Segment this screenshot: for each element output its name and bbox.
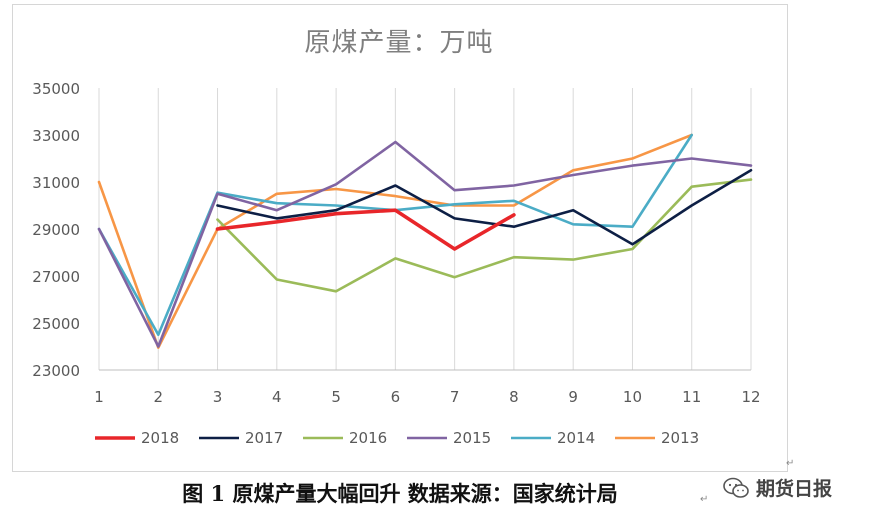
x-tick-label: 12 [741,388,760,406]
y-tick-label: 33000 [32,127,80,145]
series-line-2013 [97,133,693,349]
watermark-text: 期货日报 [756,478,833,500]
y-tick-label: 35000 [32,80,80,98]
x-tick-label: 3 [213,388,223,406]
y-tick-label: 31000 [32,174,80,192]
x-tick-label: 4 [272,388,282,406]
paragraph-mark: ↵ [786,458,795,469]
x-tick-label: 6 [391,388,401,406]
y-tick-label: 23000 [32,362,80,380]
x-tick-label: 8 [509,388,519,406]
legend-label-2016: 2016 [349,429,387,447]
legend-label-2015: 2015 [453,429,491,447]
paragraph-mark: ↵ [700,494,709,505]
x-tick-label: 9 [568,388,578,406]
series-line-2016 [216,178,753,293]
y-tick-label: 25000 [32,315,80,333]
series-line-2015 [97,140,753,348]
chart-title: 原煤产量：万吨 [304,28,494,58]
legend-label-2013: 2013 [661,429,699,447]
x-tick-label: 11 [682,388,701,406]
wechat-icon [723,477,749,498]
y-tick-label: 29000 [32,221,80,239]
x-tick-label: 10 [623,388,642,406]
x-tick-label: 1 [94,388,104,406]
series-line-2017 [216,169,753,246]
figure-caption: 图 1 原煤产量大幅回升 数据来源：国家统计局 [182,481,618,506]
x-tick-label: 5 [331,388,341,406]
legend-label-2017: 2017 [245,429,283,447]
x-tick-label: 7 [450,388,460,406]
y-tick-label: 27000 [32,268,80,286]
series-line-2018 [215,208,516,251]
watermark: 期货日报 [722,474,832,501]
x-tick-label: 2 [153,388,163,406]
chart-frame [12,4,788,472]
legend-label-2018: 2018 [141,429,179,447]
legend-label-2014: 2014 [557,429,595,447]
